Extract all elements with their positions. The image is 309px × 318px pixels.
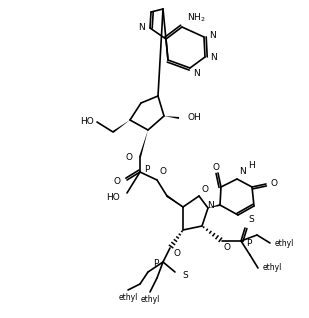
Polygon shape — [139, 130, 148, 157]
Text: P: P — [153, 259, 158, 268]
Text: ethyl: ethyl — [140, 294, 160, 303]
Text: ethyl: ethyl — [118, 293, 138, 301]
Text: O: O — [213, 162, 219, 171]
Text: N: N — [138, 24, 145, 32]
Text: P: P — [246, 238, 252, 247]
Text: NH$_2$: NH$_2$ — [187, 12, 205, 24]
Text: P: P — [144, 165, 149, 175]
Text: N: N — [210, 52, 217, 61]
Text: N: N — [239, 168, 246, 176]
Text: O: O — [224, 243, 231, 252]
Text: ethyl: ethyl — [275, 238, 294, 247]
Polygon shape — [208, 204, 220, 208]
Text: ethyl: ethyl — [263, 264, 282, 273]
Text: N: N — [193, 68, 200, 78]
Text: H: H — [248, 162, 255, 170]
Text: O: O — [159, 168, 166, 176]
Text: HO: HO — [106, 193, 120, 203]
Text: HO: HO — [80, 117, 94, 127]
Text: S: S — [182, 272, 188, 280]
Text: N: N — [209, 31, 216, 40]
Polygon shape — [112, 120, 130, 133]
Text: O: O — [270, 178, 277, 188]
Text: N: N — [207, 202, 214, 211]
Polygon shape — [167, 195, 183, 207]
Text: OH: OH — [187, 114, 201, 122]
Text: O: O — [202, 184, 209, 193]
Text: O: O — [126, 154, 133, 162]
Text: O: O — [113, 176, 120, 185]
Polygon shape — [164, 116, 179, 119]
Text: S: S — [248, 216, 254, 225]
Text: O: O — [174, 248, 181, 258]
